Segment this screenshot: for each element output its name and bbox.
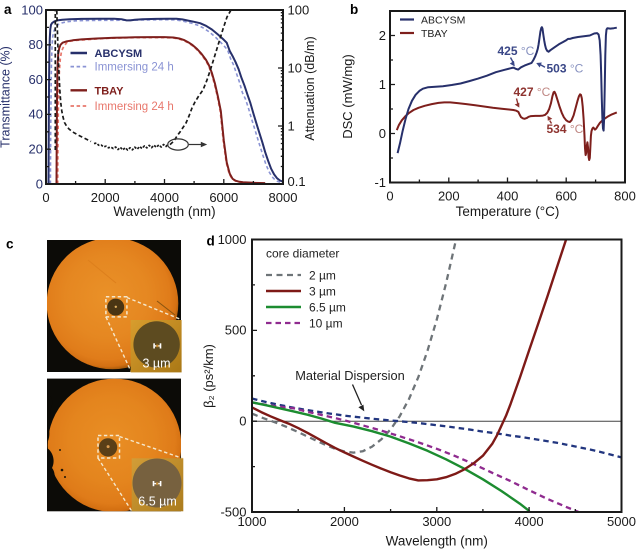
svg-text:TBAY: TBAY [421, 28, 448, 40]
svg-text:-1: -1 [374, 175, 386, 190]
svg-text:600: 600 [555, 189, 577, 204]
svg-text:1: 1 [288, 118, 295, 133]
svg-text:0.1: 0.1 [288, 174, 306, 189]
svg-text:0: 0 [379, 126, 386, 141]
svg-text:4000: 4000 [515, 514, 544, 529]
svg-text:425 °C: 425 °C [498, 44, 535, 58]
svg-text:Wavelength (nm): Wavelength (nm) [386, 534, 488, 549]
svg-text:0: 0 [386, 189, 393, 204]
svg-text:d: d [207, 234, 215, 249]
svg-text:1000: 1000 [218, 232, 247, 247]
svg-text:TBAY: TBAY [95, 85, 125, 97]
svg-text:Immersing 24 h: Immersing 24 h [95, 101, 174, 113]
svg-text:Immersing 24 h: Immersing 24 h [95, 62, 174, 74]
svg-text:c: c [6, 237, 14, 252]
svg-text:Attenuation (dB/m): Attenuation (dB/m) [303, 36, 317, 140]
svg-text:5000: 5000 [607, 514, 636, 529]
svg-text:80: 80 [29, 37, 43, 52]
svg-text:1000: 1000 [238, 514, 267, 529]
svg-text:a: a [4, 2, 12, 17]
svg-text:2000: 2000 [330, 514, 359, 529]
svg-text:534 °C: 534 °C [547, 122, 584, 136]
svg-text:427 °C: 427 °C [514, 85, 551, 99]
svg-text:0: 0 [239, 414, 246, 429]
svg-text:1: 1 [379, 77, 386, 92]
svg-text:503 °C: 503 °C [547, 62, 584, 76]
svg-text:10: 10 [288, 60, 302, 75]
svg-text:20: 20 [29, 142, 43, 157]
svg-text:800: 800 [614, 189, 636, 204]
svg-text:ABCYSM: ABCYSM [95, 48, 143, 60]
svg-text:2000: 2000 [91, 190, 120, 205]
svg-text:400: 400 [497, 189, 519, 204]
svg-text:Transmittance (%): Transmittance (%) [0, 46, 13, 148]
svg-text:3 µm: 3 µm [309, 284, 336, 298]
svg-text:ABCYSM: ABCYSM [421, 14, 465, 26]
svg-text:2: 2 [379, 28, 386, 43]
svg-text:500: 500 [225, 323, 247, 338]
svg-text:10 µm: 10 µm [309, 316, 343, 330]
svg-text:3 µm: 3 µm [142, 357, 170, 371]
svg-text:3000: 3000 [422, 514, 451, 529]
svg-text:0: 0 [42, 190, 49, 205]
svg-text:4000: 4000 [150, 190, 179, 205]
svg-text:Temperature (°C): Temperature (°C) [456, 204, 560, 219]
svg-text:6.5 µm: 6.5 µm [138, 495, 176, 509]
svg-text:40: 40 [29, 107, 43, 122]
svg-text:100: 100 [21, 2, 43, 17]
svg-text:60: 60 [29, 72, 43, 87]
svg-text:100: 100 [288, 2, 310, 17]
svg-text:b: b [350, 2, 358, 17]
svg-text:6000: 6000 [209, 190, 238, 205]
svg-text:200: 200 [438, 189, 460, 204]
svg-text:Wavelength (nm): Wavelength (nm) [113, 204, 215, 219]
svg-text:8000: 8000 [269, 190, 298, 205]
svg-text:DSC (mW/mg): DSC (mW/mg) [340, 54, 355, 139]
svg-text:2 µm: 2 µm [309, 268, 336, 282]
svg-text:-500: -500 [220, 504, 246, 519]
svg-text:Material Dispersion: Material Dispersion [295, 368, 405, 383]
svg-text:6.5 µm: 6.5 µm [309, 300, 346, 314]
svg-text:core diameter: core diameter [266, 247, 339, 261]
svg-text:β₂ (ps²/km): β₂ (ps²/km) [201, 344, 216, 408]
svg-text:0: 0 [36, 176, 43, 191]
